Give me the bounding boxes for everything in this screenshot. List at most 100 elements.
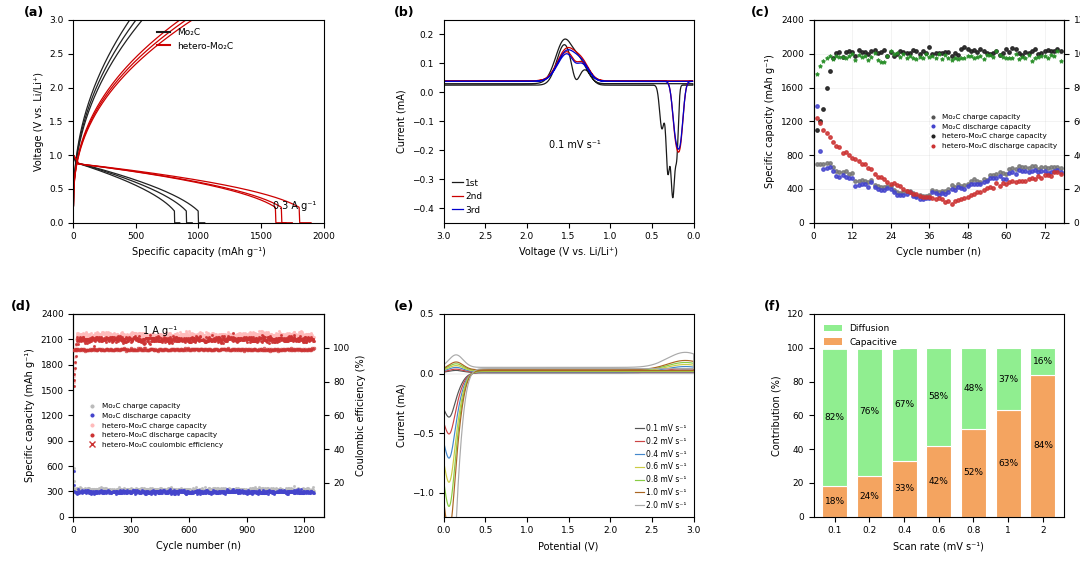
Point <box>203 485 220 494</box>
Point <box>80 329 97 339</box>
Point <box>108 486 125 495</box>
Point <box>255 332 272 341</box>
Point <box>269 488 286 497</box>
Point <box>221 334 239 343</box>
Point <box>151 486 168 496</box>
Point <box>258 485 275 494</box>
Point <box>863 53 880 62</box>
Point <box>84 335 102 344</box>
Point <box>133 488 150 497</box>
Point <box>162 344 179 353</box>
Point <box>191 489 208 498</box>
Point <box>152 485 170 494</box>
Point <box>248 489 266 498</box>
Point <box>119 331 136 340</box>
Point <box>291 484 308 493</box>
Point <box>178 334 195 343</box>
Point <box>68 487 85 496</box>
Point <box>267 484 284 493</box>
Point <box>267 335 284 344</box>
Point <box>284 331 301 340</box>
Point <box>201 332 218 341</box>
Point <box>242 486 259 495</box>
Point <box>265 331 282 340</box>
Point <box>240 333 257 343</box>
Point <box>202 336 219 345</box>
Point <box>159 331 176 340</box>
Point <box>211 487 228 496</box>
1.0 mV s⁻¹ <box>592 367 605 373</box>
Point <box>1052 57 1069 66</box>
Point <box>225 484 242 493</box>
Point <box>186 333 203 343</box>
Point <box>206 486 224 496</box>
Point <box>936 51 954 60</box>
Point <box>276 486 294 496</box>
Point <box>178 330 195 339</box>
Point <box>268 488 285 497</box>
Point <box>195 345 213 354</box>
Point <box>126 331 144 340</box>
Point <box>85 345 103 354</box>
Point <box>969 179 986 188</box>
Point <box>231 345 248 355</box>
Point <box>235 486 253 496</box>
Point <box>278 335 295 344</box>
Point <box>135 483 152 492</box>
Point <box>246 336 264 345</box>
Point <box>96 486 113 495</box>
Point <box>179 486 197 496</box>
Point <box>259 333 276 343</box>
Point <box>221 346 239 355</box>
Point <box>231 336 248 345</box>
Point <box>77 487 94 496</box>
Point <box>91 488 108 497</box>
Point <box>161 328 178 337</box>
Point <box>81 488 98 497</box>
Point <box>133 331 150 340</box>
Point <box>163 338 180 347</box>
0.2 mV s⁻¹ <box>681 365 694 372</box>
Point <box>228 345 245 355</box>
Point <box>146 331 163 340</box>
Point <box>113 329 131 338</box>
Point <box>239 337 256 346</box>
Point <box>230 344 247 353</box>
Point <box>143 336 160 345</box>
Point <box>301 488 319 497</box>
Point <box>217 335 234 344</box>
Point <box>278 333 295 343</box>
Point <box>181 334 199 343</box>
Point <box>259 328 276 337</box>
Point <box>94 345 111 354</box>
Point <box>93 335 110 344</box>
Point <box>235 333 253 343</box>
Point <box>80 331 97 340</box>
Point <box>80 331 97 340</box>
Point <box>139 333 157 343</box>
Point <box>212 484 229 493</box>
Point <box>94 336 111 345</box>
Point <box>1049 163 1066 172</box>
Point <box>814 56 832 65</box>
Point <box>261 488 279 497</box>
1.0 mV s⁻¹ <box>470 366 483 373</box>
Point <box>847 52 864 61</box>
Point <box>170 336 187 345</box>
Point <box>224 334 241 343</box>
Point <box>227 330 244 339</box>
Point <box>279 336 296 345</box>
Point <box>106 485 123 494</box>
Point <box>198 333 215 342</box>
Point <box>83 485 100 494</box>
Point <box>174 486 191 495</box>
Point <box>166 345 184 354</box>
Point <box>966 53 983 62</box>
Point <box>175 484 192 493</box>
Point <box>261 485 279 494</box>
Point <box>991 181 1009 190</box>
Point <box>229 484 246 493</box>
Point <box>183 331 200 340</box>
Point <box>206 484 224 493</box>
Point <box>285 488 302 497</box>
